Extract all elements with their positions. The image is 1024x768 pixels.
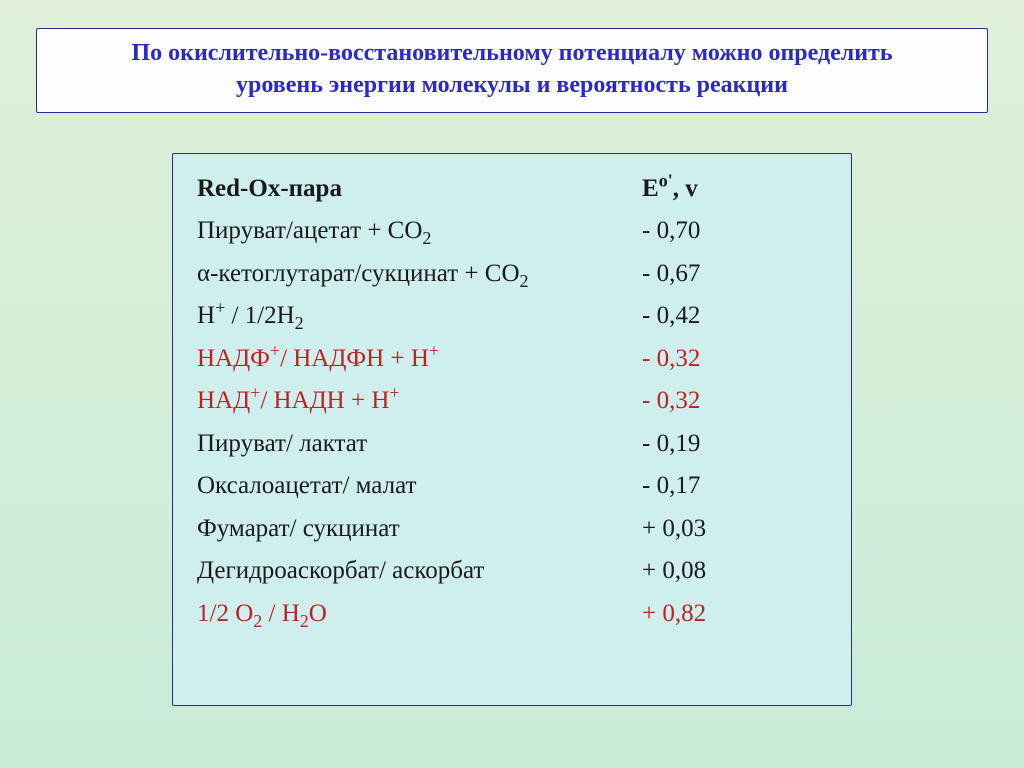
header-val-prefix: Е: [642, 175, 659, 202]
table-row: Дегидроаскорбат/ аскорбат + 0,08: [197, 550, 827, 593]
table-row: α-кетоглутарат/сукцинат + СО2 - 0,67: [197, 253, 827, 296]
value-cell: - 0,67: [642, 253, 827, 296]
header-pair: Red-Ох-пара: [197, 168, 642, 211]
pair-sub: 2: [422, 228, 431, 248]
table-row: Фумарат/ сукцинат + 0,03: [197, 508, 827, 551]
pair-cell: НАД+/ НАДН + Н+: [197, 380, 642, 423]
pair-cell: Пируват/ацетат + СО2: [197, 210, 642, 253]
pair-text: α-кетоглутарат/сукцинат + СО: [197, 260, 520, 287]
pair-cell: 1/2 O2 / H2O: [197, 593, 642, 636]
table-header-row: Red-Ох-пара Ео', v: [197, 168, 827, 211]
pair-cell: H+ / 1/2H2: [197, 295, 642, 338]
title-box: По окислительно-восстановительному потен…: [36, 28, 988, 113]
value-cell: - 0,42: [642, 295, 827, 338]
redox-table: Red-Ох-пара Ео', v Пируват/ацетат + СО2 …: [172, 153, 852, 707]
pair-cell: Фумарат/ сукцинат: [197, 508, 642, 551]
table-row: H+ / 1/2H2 - 0,42: [197, 295, 827, 338]
value-cell: + 0,03: [642, 508, 827, 551]
value-cell: + 0,08: [642, 550, 827, 593]
value-cell: - 0,32: [642, 338, 827, 381]
title-line1: По окислительно-восстановительному потен…: [131, 40, 892, 66]
header-val-sup: о': [659, 170, 673, 190]
header-val: Ео', v: [642, 168, 827, 211]
pair-cell: Пируват/ лактат: [197, 423, 642, 466]
table-row: Пируват/ацетат + СО2 - 0,70: [197, 210, 827, 253]
header-val-suffix: , v: [673, 175, 698, 202]
pair-cell: Оксалоацетат/ малат: [197, 465, 642, 508]
value-cell: - 0,19: [642, 423, 827, 466]
table-row: НАДФ+/ НАДФН + Н+ - 0,32: [197, 338, 827, 381]
value-cell: - 0,70: [642, 210, 827, 253]
table-row: 1/2 O2 / H2O + 0,82: [197, 593, 827, 636]
table-row: НАД+/ НАДН + Н+ - 0,32: [197, 380, 827, 423]
title-line2: уровень энергии молекулы и вероятность р…: [236, 72, 788, 98]
pair-cell: α-кетоглутарат/сукцинат + СО2: [197, 253, 642, 296]
value-cell: + 0,82: [642, 593, 827, 636]
pair-cell: Дегидроаскорбат/ аскорбат: [197, 550, 642, 593]
value-cell: - 0,17: [642, 465, 827, 508]
pair-sub: 2: [520, 271, 529, 291]
pair-cell: НАДФ+/ НАДФН + Н+: [197, 338, 642, 381]
title-text: По окислительно-восстановительному потен…: [53, 37, 971, 102]
table-row: Пируват/ лактат - 0,19: [197, 423, 827, 466]
slide: По окислительно-восстановительному потен…: [0, 0, 1024, 768]
value-cell: - 0,32: [642, 380, 827, 423]
table-row: Оксалоацетат/ малат - 0,17: [197, 465, 827, 508]
pair-text: Пируват/ацетат + СО: [197, 217, 422, 244]
